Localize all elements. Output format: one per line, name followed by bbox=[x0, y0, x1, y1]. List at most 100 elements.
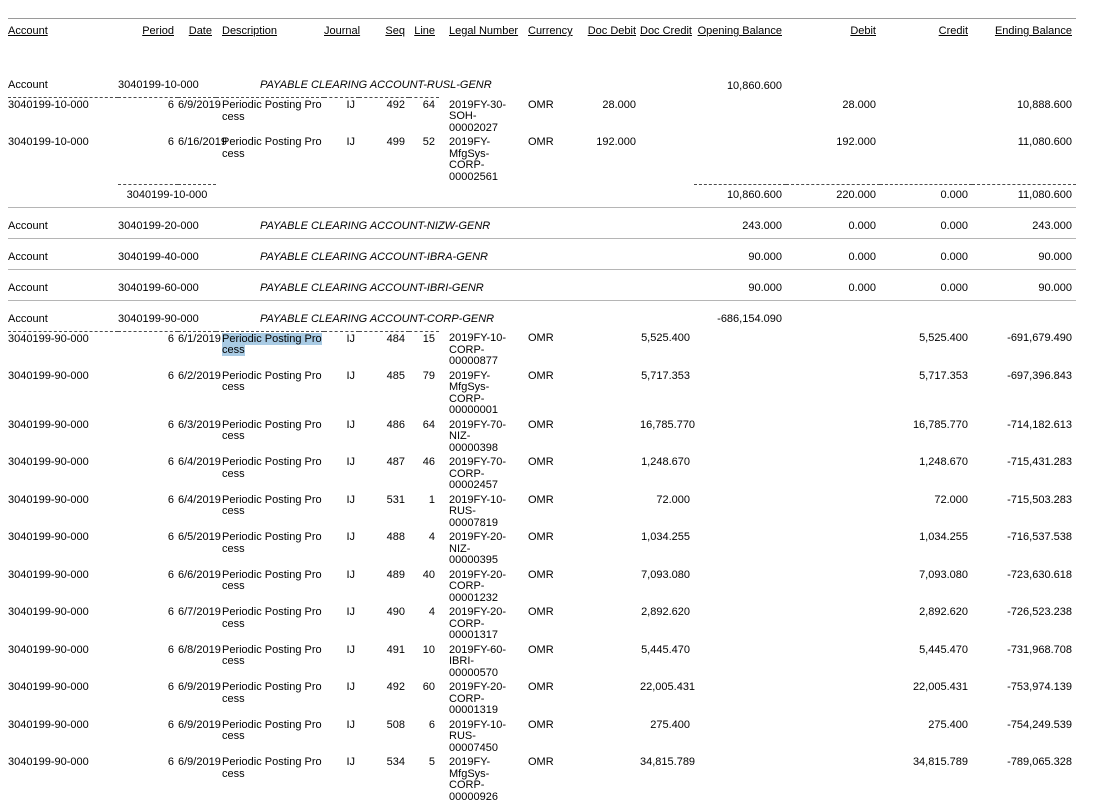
cell-period: 6 bbox=[167, 418, 174, 431]
cell-opening_balance bbox=[694, 530, 786, 568]
section-account-name: PAYABLE CLEARING ACCOUNT-NIZW-GENR bbox=[216, 206, 490, 238]
cell-debit bbox=[786, 755, 880, 804]
column-header-period[interactable]: Period bbox=[118, 19, 178, 68]
cell-debit bbox=[786, 680, 880, 718]
cell-doc_debit bbox=[574, 493, 640, 531]
cell-doc_debit bbox=[574, 755, 640, 804]
section-credit: 0.000 bbox=[880, 268, 972, 300]
table-row[interactable]: 3040199-90-000 6 6/8/2019 Periodic Posting … bbox=[8, 643, 1076, 681]
cell-account: 3040199-90-000 bbox=[8, 718, 89, 731]
cell-opening_balance bbox=[694, 455, 786, 493]
cell-seq: 499 bbox=[386, 136, 405, 148]
cell-period: 6 bbox=[167, 756, 174, 768]
column-header-label: Doc Debit bbox=[587, 25, 636, 37]
cell-currency: OMR bbox=[528, 369, 554, 382]
column-header-line[interactable]: Line bbox=[409, 19, 439, 68]
cell-opening_balance bbox=[694, 331, 786, 369]
table-row[interactable]: 3040199-90-000 6 6/9/2019 Periodic Posting … bbox=[8, 755, 1076, 804]
table-row[interactable]: 3040199-90-000 6 6/3/2019 Periodic Posting … bbox=[8, 418, 1076, 456]
cell-doc_debit bbox=[574, 605, 640, 643]
table-row[interactable]: 3040199-90-000 6 6/4/2019 Periodic Posting … bbox=[8, 455, 1076, 493]
empty-cell bbox=[216, 184, 694, 207]
cell-debit bbox=[786, 331, 880, 369]
cell-opening_balance bbox=[694, 493, 786, 531]
account-section-row[interactable]: Account 3040199-20-000 PAYABLE CLEARING AC… bbox=[8, 206, 1076, 238]
cell-credit: 16,785.770 bbox=[912, 418, 968, 431]
empty-cell bbox=[640, 299, 694, 331]
cell-line: 52 bbox=[422, 136, 435, 148]
column-header-opening_balance[interactable]: Opening Balance bbox=[694, 19, 786, 68]
cell-line: 6 bbox=[428, 718, 435, 731]
cell-journal: IJ bbox=[346, 568, 355, 581]
cell-journal: IJ bbox=[346, 756, 355, 768]
column-header-description[interactable]: Description bbox=[216, 19, 324, 68]
column-header-currency[interactable]: Currency bbox=[519, 19, 574, 68]
column-header-date[interactable]: Date bbox=[178, 19, 216, 68]
cell-credit bbox=[880, 135, 972, 184]
cell-debit bbox=[786, 718, 880, 756]
cell-date: 6/2/2019 bbox=[178, 369, 221, 382]
table-row[interactable]: 3040199-90-000 6 6/2/2019 Periodic Posting … bbox=[8, 369, 1076, 418]
account-section-row[interactable]: Account 3040199-40-000 PAYABLE CLEARING AC… bbox=[8, 237, 1076, 269]
table-row[interactable]: 3040199-90-000 6 6/4/2019 Periodic Posting … bbox=[8, 493, 1076, 531]
cell-doc_debit: 192.000 bbox=[596, 136, 636, 148]
column-header-label: Seq bbox=[385, 25, 405, 37]
cell-account: 3040199-90-000 bbox=[8, 332, 89, 345]
section-debit: 0.000 bbox=[786, 206, 880, 238]
table-row[interactable]: 3040199-90-000 6 6/9/2019 Periodic Posting … bbox=[8, 718, 1076, 756]
column-header-label: Ending Balance bbox=[994, 25, 1072, 37]
cell-debit bbox=[786, 369, 880, 418]
cell-currency: OMR bbox=[528, 606, 554, 618]
section-account-name: PAYABLE CLEARING ACCOUNT-RUSL-GENR bbox=[216, 67, 492, 98]
cell-line: 10 bbox=[422, 643, 435, 656]
cell-legal_number: 2019FY-70-NIZ- 00000398 bbox=[449, 418, 507, 454]
table-row[interactable]: 3040199-90-000 6 6/5/2019 Periodic Posting … bbox=[8, 530, 1076, 568]
section-debit: 0.000 bbox=[786, 268, 880, 300]
column-header-doc_credit[interactable]: Doc Credit bbox=[640, 19, 694, 68]
cell-legal_number: 2019FY-10-CORP- 00000877 bbox=[449, 332, 507, 367]
cell-seq: 534 bbox=[386, 756, 405, 768]
table-row[interactable]: 3040199-10-000 6 6/9/2019 Periodic Posting … bbox=[8, 98, 1076, 136]
column-header-journal[interactable]: Journal bbox=[324, 19, 360, 68]
column-header-account[interactable]: Account bbox=[8, 19, 118, 68]
column-header-legal_number[interactable]: Legal Number bbox=[439, 19, 519, 68]
table-row[interactable]: 3040199-90-000 6 6/9/2019 Periodic Posting … bbox=[8, 680, 1076, 718]
account-section-row[interactable]: Account 3040199-60-000 PAYABLE CLEARING AC… bbox=[8, 268, 1076, 300]
column-header-ending_balance[interactable]: Ending Balance bbox=[972, 19, 1076, 68]
cell-description: Periodic Posting Pro cess bbox=[222, 756, 322, 780]
table-row[interactable]: 3040199-90-000 6 6/6/2019 Periodic Posting … bbox=[8, 568, 1076, 606]
cell-journal: IJ bbox=[346, 681, 355, 693]
cell-date: 6/6/2019 bbox=[178, 568, 221, 581]
empty-cell bbox=[439, 237, 519, 269]
table-row[interactable]: 3040199-90-000 6 6/7/2019 Periodic Posting … bbox=[8, 605, 1076, 643]
account-subtotal-row: 3040199-10-000 10,860.600 220.000 0.000 11,0… bbox=[8, 183, 1076, 207]
cell-period: 6 bbox=[167, 643, 174, 656]
cell-journal: IJ bbox=[346, 369, 355, 382]
table-row[interactable]: 3040199-10-000 6 6/16/2019 Periodic Posting… bbox=[8, 135, 1076, 184]
cell-doc_credit: 72.000 bbox=[656, 493, 690, 506]
empty-cell bbox=[640, 206, 694, 238]
cell-ending_balance: -754,249.539 bbox=[1007, 718, 1072, 731]
account-section-row[interactable]: Account 3040199-90-000 PAYABLE CLEARING AC… bbox=[8, 299, 1076, 332]
column-header-row: Account Period Date Description Journal Seq Li… bbox=[8, 19, 1076, 68]
column-header-credit[interactable]: Credit bbox=[880, 19, 972, 68]
cell-account: 3040199-10-000 bbox=[8, 99, 89, 111]
cell-line: 1 bbox=[428, 493, 435, 506]
cell-credit: 34,815.789 bbox=[912, 756, 968, 768]
table-row[interactable]: 3040199-90-000 6 6/1/2019 Periodic Posting … bbox=[8, 331, 1076, 369]
section-ending-balance: 243.000 bbox=[972, 206, 1076, 238]
cell-line: 64 bbox=[422, 418, 435, 431]
cell-account: 3040199-90-000 bbox=[8, 606, 89, 618]
cell-seq: 491 bbox=[386, 643, 405, 656]
column-header-seq[interactable]: Seq bbox=[359, 19, 409, 68]
cell-journal: IJ bbox=[346, 531, 355, 543]
section-debit: 0.000 bbox=[786, 237, 880, 269]
cell-ending_balance: -726,523.238 bbox=[1007, 606, 1072, 618]
cell-journal: IJ bbox=[346, 456, 355, 468]
column-header-doc_debit[interactable]: Doc Debit bbox=[574, 19, 640, 68]
cell-debit: 28.000 bbox=[842, 98, 876, 111]
column-header-debit[interactable]: Debit bbox=[786, 19, 880, 68]
account-section-row[interactable]: Account 3040199-10-000 PAYABLE CLEARING AC… bbox=[8, 67, 1076, 98]
cell-account: 3040199-90-000 bbox=[8, 643, 89, 656]
cell-journal: IJ bbox=[346, 418, 355, 431]
